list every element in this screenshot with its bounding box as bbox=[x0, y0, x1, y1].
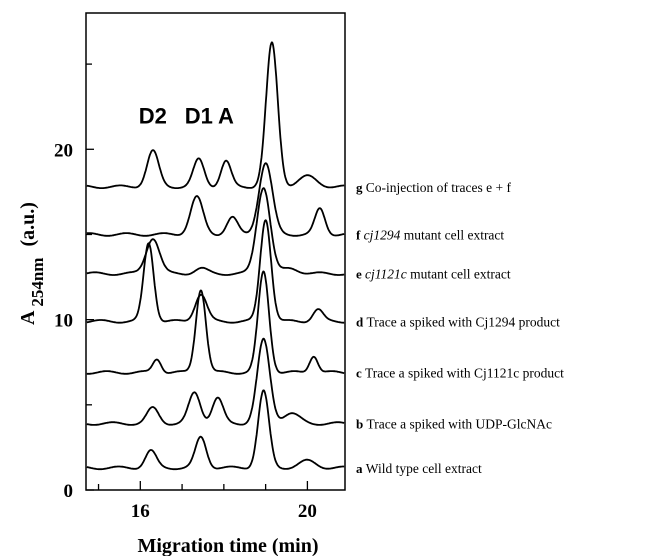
legend-label: Trace a spiked with Cj1121c product bbox=[365, 365, 564, 380]
legend-letter: e bbox=[356, 267, 365, 282]
legend-entry-e: e cj1121c mutant cell extract bbox=[356, 267, 511, 282]
trace-c bbox=[86, 270, 345, 375]
x-tick-label: 20 bbox=[298, 501, 317, 522]
trace-lines bbox=[86, 41, 345, 471]
peak-label-d2: D2 bbox=[139, 104, 167, 129]
peak-label-a: A bbox=[218, 104, 234, 129]
legend-label: Co-injection of traces e + f bbox=[366, 180, 512, 195]
y-axis-title: A 254nm (a.u.) bbox=[17, 202, 48, 325]
trace-legend: a Wild type cell extract b Trace a spiked… bbox=[356, 180, 564, 476]
legend-gene-name: cj1121c bbox=[365, 267, 407, 282]
legend-label: mutant cell extract bbox=[407, 267, 511, 282]
legend-entry-d: d Trace a spiked with Cj1294 product bbox=[356, 314, 560, 329]
y-tick-label: 10 bbox=[54, 311, 73, 332]
y-tick-label: 0 bbox=[64, 481, 74, 502]
y-tick-label: 20 bbox=[54, 140, 73, 161]
legend-letter: b bbox=[356, 417, 366, 432]
y-axis-title-main: A bbox=[17, 310, 39, 325]
y-axis-title-subscript: 254nm bbox=[28, 258, 47, 307]
legend-letter: c bbox=[356, 365, 365, 380]
legend-entry-g: g Co-injection of traces e + f bbox=[356, 180, 511, 195]
legend-letter: a bbox=[356, 461, 366, 476]
y-axis-title-unit: (a.u.) bbox=[17, 202, 39, 246]
legend-label: mutant cell extract bbox=[400, 227, 504, 242]
legend-letter: f bbox=[356, 227, 364, 242]
axis-ticks: 0 10 20 16 20 bbox=[54, 63, 317, 522]
legend-label: Trace a spiked with Cj1294 product bbox=[366, 314, 560, 329]
trace-a bbox=[86, 389, 345, 471]
trace-b bbox=[86, 337, 345, 426]
legend-letter: g bbox=[356, 180, 366, 195]
peak-labels: D2 D1 A bbox=[139, 104, 234, 129]
legend-entry-a: a Wild type cell extract bbox=[356, 461, 482, 476]
trace-d bbox=[86, 219, 345, 324]
legend-label: Trace a spiked with UDP-GlcNAc bbox=[366, 417, 551, 432]
peak-label-d1: D1 bbox=[185, 104, 213, 129]
trace-g bbox=[86, 41, 345, 189]
legend-entry-f: f cj1294 mutant cell extract bbox=[356, 227, 504, 242]
plot-frame bbox=[85, 12, 346, 491]
x-axis-title: Migration time (min) bbox=[137, 535, 318, 556]
legend-entry-c: c Trace a spiked with Cj1121c product bbox=[356, 365, 564, 380]
trace-f bbox=[86, 162, 345, 237]
legend-entry-b: b Trace a spiked with UDP-GlcNAc bbox=[356, 417, 552, 432]
trace-e bbox=[86, 187, 345, 276]
svg-text:A 254nm (a.u.): A 254nm (a.u.) bbox=[17, 202, 48, 325]
legend-letter: d bbox=[356, 314, 366, 329]
legend-label: Wild type cell extract bbox=[366, 461, 482, 476]
x-tick-label: 16 bbox=[131, 501, 150, 522]
legend-gene-name: cj1294 bbox=[364, 227, 401, 242]
